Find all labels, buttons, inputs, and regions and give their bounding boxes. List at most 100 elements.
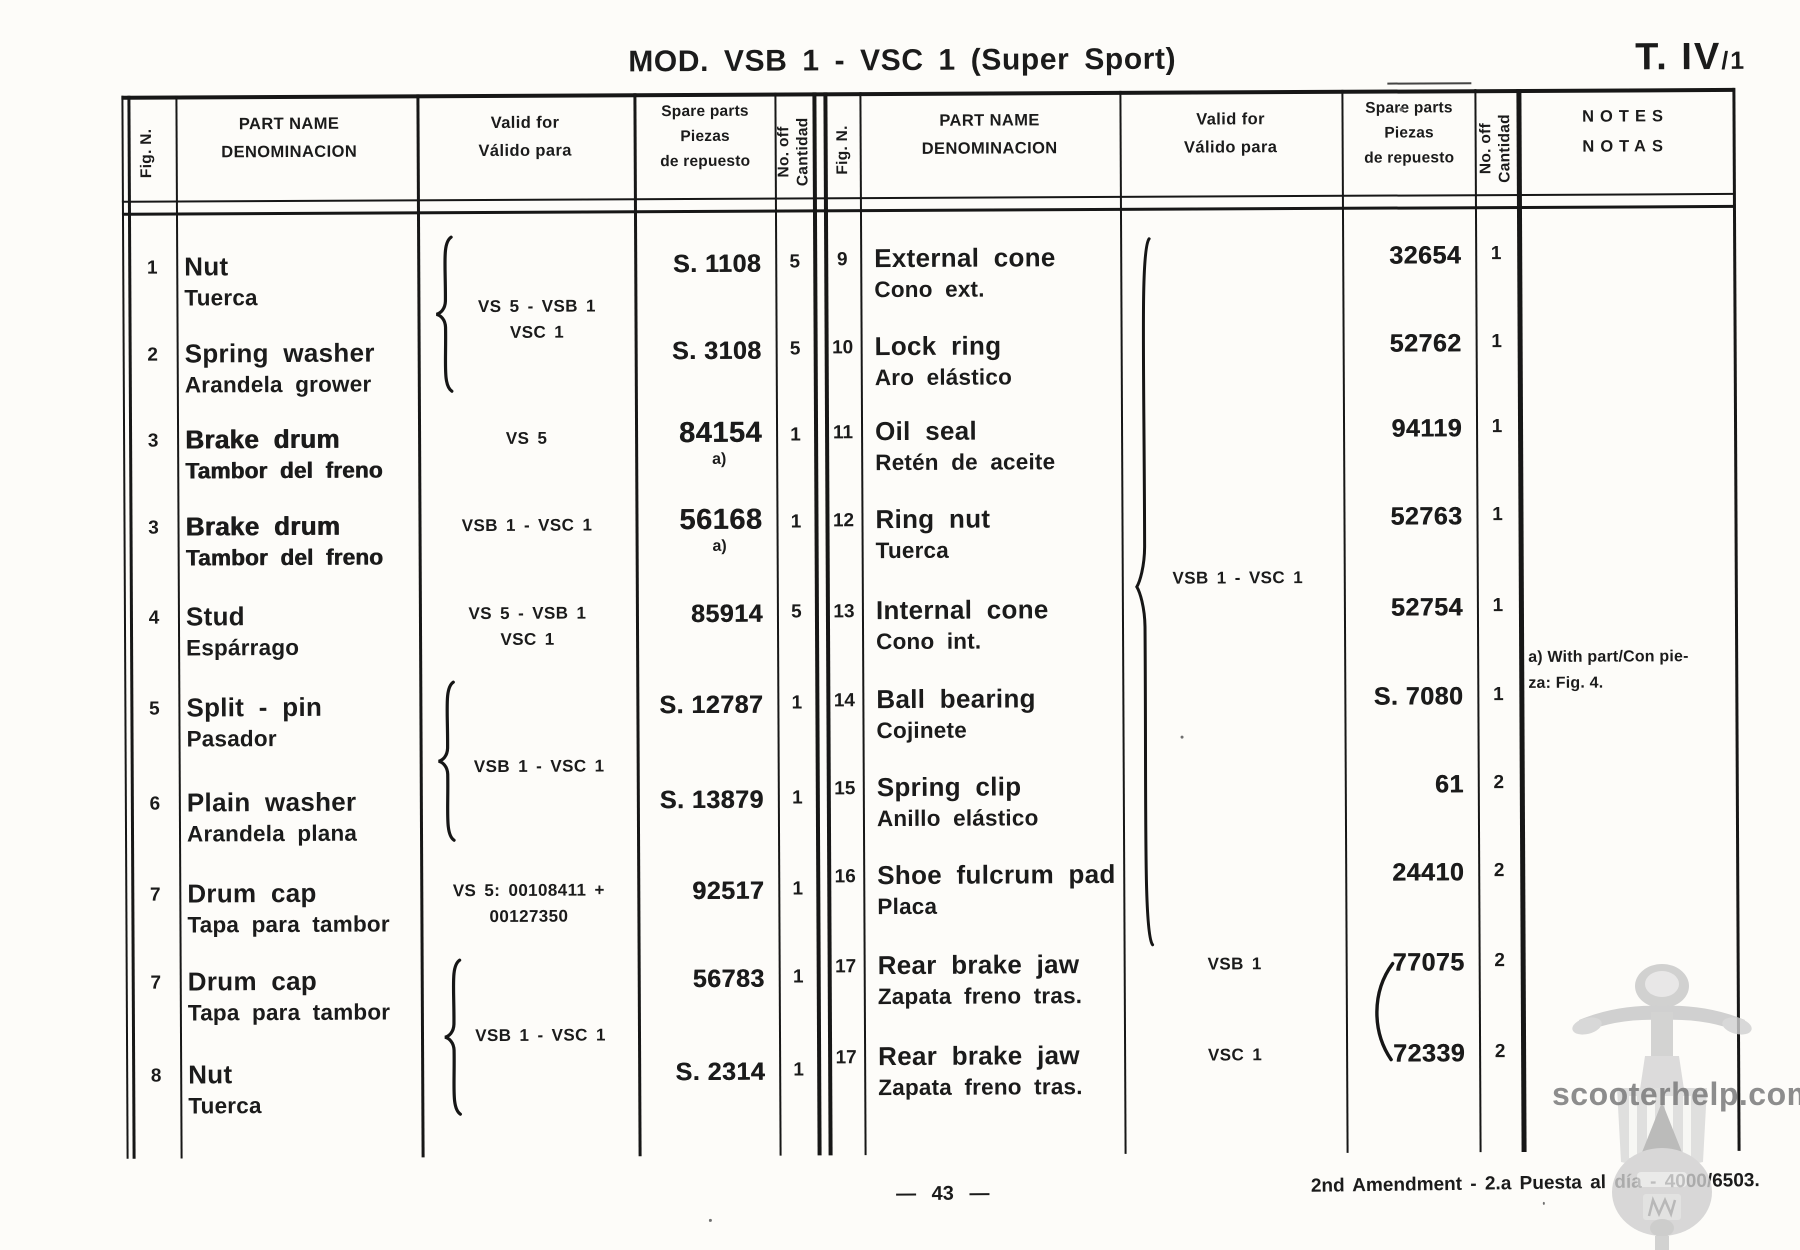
quantity: 5: [791, 601, 802, 623]
header-divider-thin: [121, 192, 1735, 203]
notes-header-es: NOTAS: [1582, 137, 1669, 156]
part-number: 52762: [1389, 329, 1462, 358]
fig-number: 5: [149, 698, 160, 720]
fig-number: 17: [835, 956, 857, 978]
part-number: 61: [1434, 770, 1464, 799]
part-number: 56783: [692, 964, 765, 994]
part-name-en: Drum cap: [187, 877, 317, 909]
part-name-header-left-en: PART NAME: [238, 114, 340, 134]
valid-for-value: VSB 1 - VSC 1: [461, 515, 593, 536]
plate-reference: T. IV/1: [1635, 36, 1746, 80]
plate-main: T. IV: [1635, 35, 1722, 79]
part-number: 84154: [678, 416, 763, 450]
qty-header-left: No. off Cantidad: [774, 110, 813, 194]
qty-header-right: No. off Cantidad: [1476, 106, 1515, 190]
part-number: 52754: [1390, 593, 1463, 622]
quantity: 2: [1494, 1041, 1506, 1063]
fig-number: 7: [149, 884, 161, 906]
part-name-es: Zapata freno tras.: [878, 1074, 1083, 1101]
scan-line-artifact: [1387, 82, 1472, 85]
part-name-es: Tuerca: [875, 537, 950, 564]
part-name-es: Pasador: [186, 726, 277, 752]
watermark-text: scooterhelp.com: [1552, 1076, 1800, 1112]
quantity: 5: [789, 251, 801, 273]
part-name-es: Cojinete: [876, 717, 967, 744]
fig-number: 8: [150, 1065, 162, 1087]
fig-number: 3: [147, 430, 159, 452]
fig-column-header-right: Fig. N.: [833, 125, 852, 175]
part-name-es: Cono int.: [876, 628, 982, 655]
fig-number: 3: [148, 517, 159, 539]
part-name-en: Nut: [188, 1059, 233, 1090]
part-number: S. 13879: [659, 785, 764, 815]
quantity: 2: [1493, 860, 1505, 882]
quantity: 1: [790, 424, 801, 446]
fig-number: 16: [834, 866, 856, 888]
spare-parts-header-left-1: Spare parts: [661, 102, 749, 121]
quantity: 2: [1494, 950, 1505, 972]
fig-number: 9: [836, 249, 848, 271]
part-name-en: Brake drum: [185, 510, 341, 542]
part-name-en: Spring washer: [184, 337, 375, 369]
part-name-es: Retén de aceite: [875, 449, 1056, 476]
quantity: 2: [1493, 772, 1505, 794]
part-name-es: Aro elástico: [874, 364, 1013, 391]
quantity: 1: [1490, 243, 1502, 265]
part-name-header-right-en: PART NAME: [939, 111, 1040, 130]
valid-for-value: VSC 1: [500, 629, 555, 649]
part-name-en: External cone: [874, 242, 1056, 274]
part-name-es: Arandela grower: [184, 371, 372, 398]
part-name-header-left-es: DENOMINACION: [221, 142, 358, 162]
part-number: 52763: [1390, 502, 1463, 531]
group-valid-for: VSB 1 - VSC 1: [473, 756, 605, 777]
fig-number: 1: [146, 257, 158, 279]
pair-bracket: [1375, 961, 1395, 1062]
part-name-en: Stud: [185, 601, 245, 632]
part-name-en: Nut: [184, 251, 229, 282]
part-name-es: Tuerca: [188, 1093, 262, 1119]
spare-parts-header-left-3: de repuesto: [660, 152, 751, 171]
part-name-en: Rear brake jaw: [878, 1040, 1080, 1072]
part-number: 94119: [1391, 414, 1463, 443]
valid-for-header-right-es: Válido para: [1183, 138, 1278, 157]
spare-parts-header-right-3: de repuesto: [1364, 149, 1455, 167]
quantity: 1: [1491, 416, 1503, 438]
part-name-es: Tuerca: [184, 285, 258, 311]
part-name-en: Spring clip: [876, 771, 1022, 803]
fig-number: 13: [833, 601, 855, 623]
part-number: 24410: [1392, 858, 1465, 887]
part-name-en: Plain washer: [186, 786, 357, 818]
part-name-es: Espárrago: [186, 634, 300, 661]
quantity: 1: [1492, 504, 1503, 526]
fig-number: 2: [147, 344, 159, 366]
part-number: 32654: [1389, 241, 1462, 270]
valid-for-value: VS 5: [505, 428, 548, 448]
part-name-en: Shoe fulcrum pad: [877, 858, 1116, 891]
scan-speck: [1542, 1201, 1545, 1205]
part-number: 92517: [692, 876, 765, 906]
footnote-line-1: a) With part/Con pie-: [1528, 648, 1689, 666]
part-name-en: Drum cap: [187, 965, 318, 997]
valid-for-value: VSB 1: [1207, 954, 1262, 974]
part-name-en: Oil seal: [874, 415, 978, 447]
scan-speck: [1399, 107, 1404, 112]
part-name-es: Tambor del freno: [185, 544, 384, 571]
spare-parts-header-left-2: Piezas: [680, 127, 730, 146]
qty-header-left-en: No. off: [775, 126, 793, 178]
quantity: 1: [792, 966, 804, 988]
part-name-en: Split - pin: [186, 691, 323, 723]
part-name-en: Ball bearing: [876, 683, 1036, 715]
valid-for-value: 00127350: [489, 906, 569, 927]
part-number: S. 2314: [675, 1057, 766, 1087]
part-name-es: Tapa para tambor: [187, 911, 390, 938]
group-valid-for: VSB 1 - VSC 1: [475, 1025, 606, 1046]
part-name-es: Tapa para tambor: [187, 999, 391, 1026]
quantity: 1: [793, 1059, 805, 1081]
part-name-es: Arandela plana: [186, 820, 358, 847]
valid-for-value: VS 5 - VSB 1: [468, 603, 587, 624]
header-divider: [121, 204, 1735, 216]
fig-column-header-left: Fig. N.: [137, 128, 156, 179]
part-footnote-mark: a): [712, 450, 727, 468]
qty-header-left-es: Cantidad: [794, 117, 812, 187]
